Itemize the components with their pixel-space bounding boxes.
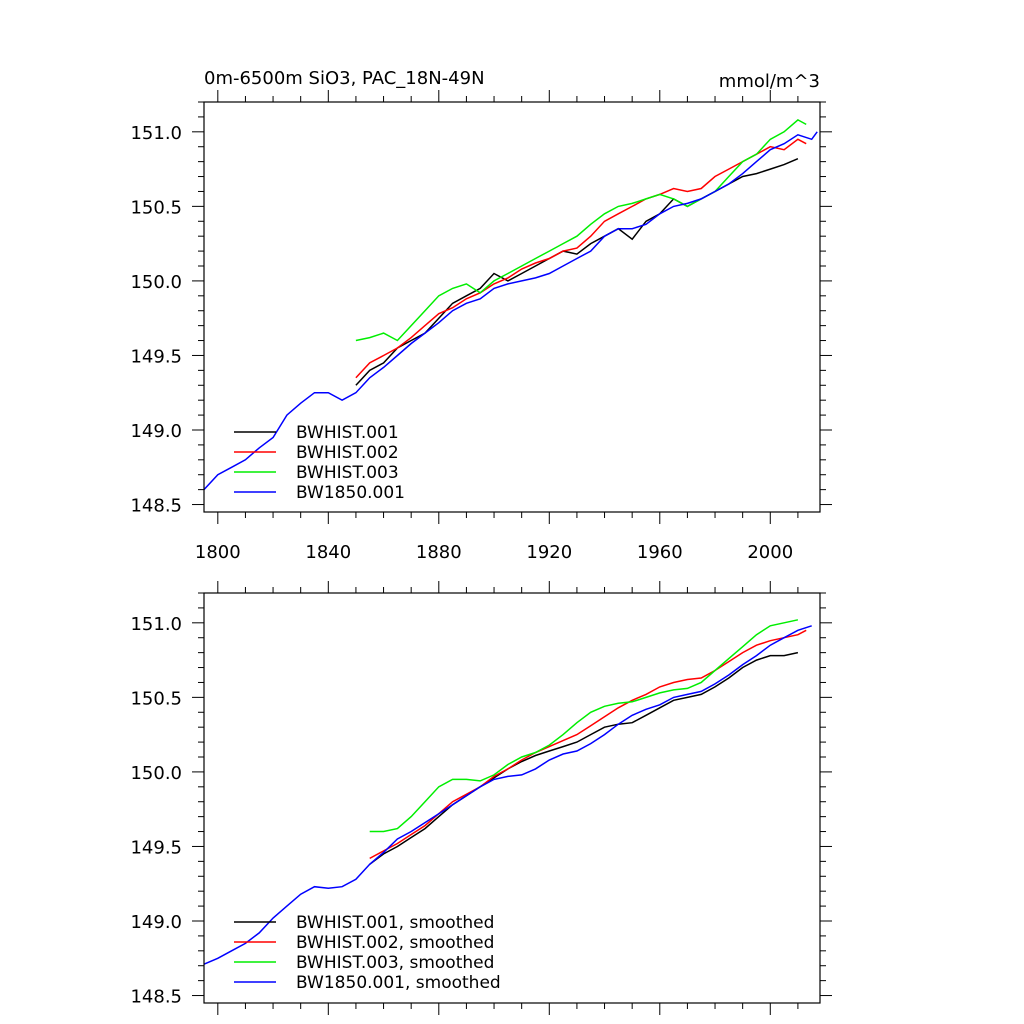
y-tick-label: 149.0 xyxy=(130,912,182,933)
x-tick-label: 1920 xyxy=(526,542,572,563)
legend-label: BWHIST.002, smoothed xyxy=(296,933,494,953)
x-tick-label: 1840 xyxy=(305,542,351,563)
y-tick-label: 149.5 xyxy=(130,837,182,858)
legend-label: BW1850.001 xyxy=(296,483,405,503)
y-tick-label: 148.5 xyxy=(130,496,182,517)
legend-label: BWHIST.003, smoothed xyxy=(296,953,494,973)
top-panel: 0m-6500m SiO3, PAC_18N-49N mmol/m^3 1800… xyxy=(130,68,832,563)
series-line-2 xyxy=(369,629,807,860)
legend-label: BW1850.001, smoothed xyxy=(296,973,501,993)
chart-title: 0m-6500m SiO3, PAC_18N-49N xyxy=(204,68,485,89)
y-tick-label: 150.0 xyxy=(130,763,182,784)
legend-label: BWHIST.001, smoothed xyxy=(296,913,494,933)
series-line-3 xyxy=(369,619,799,833)
series-line-1 xyxy=(355,158,799,386)
bottom-panel: 148.5 149.0 149.5 150.0 150.5 151.0 BWHIST.00… xyxy=(130,581,832,1015)
series-line-4 xyxy=(204,131,818,491)
x-tick-label: 2000 xyxy=(747,542,793,563)
series-line-4 xyxy=(204,625,812,965)
y-tick-label: 149.0 xyxy=(130,421,182,442)
x-tick-label: 1960 xyxy=(637,542,683,563)
y-tick-label: 151.0 xyxy=(130,614,182,635)
y-tick-label: 150.0 xyxy=(130,272,182,293)
x-tick-label: 1800 xyxy=(195,542,241,563)
legend-label: BWHIST.002 xyxy=(296,443,399,463)
units-label: mmol/m^3 xyxy=(719,71,820,92)
y-tick-label: 150.5 xyxy=(130,688,182,709)
plot-frame xyxy=(203,101,821,513)
top-series-lines xyxy=(204,118,818,491)
plot-frame xyxy=(203,592,821,1004)
series-line-2 xyxy=(355,138,807,379)
y-tick-label: 150.5 xyxy=(130,197,182,218)
legend-label: BWHIST.001 xyxy=(296,423,399,443)
series-line-1 xyxy=(369,651,799,865)
legend-label: BWHIST.003 xyxy=(296,463,399,483)
y-tick-label: 148.5 xyxy=(130,987,182,1008)
top-axes: 1800 1840 1880 1920 1960 2000 148.5 149.0 149.5 1… xyxy=(130,90,832,563)
series-line-3 xyxy=(355,118,807,342)
y-tick-label: 149.5 xyxy=(130,346,182,367)
y-tick-label: 151.0 xyxy=(130,123,182,144)
bottom-series-lines xyxy=(204,619,812,965)
x-tick-label: 1880 xyxy=(416,542,462,563)
bottom-axes: 148.5 149.0 149.5 150.0 150.5 151.0 xyxy=(130,581,832,1015)
